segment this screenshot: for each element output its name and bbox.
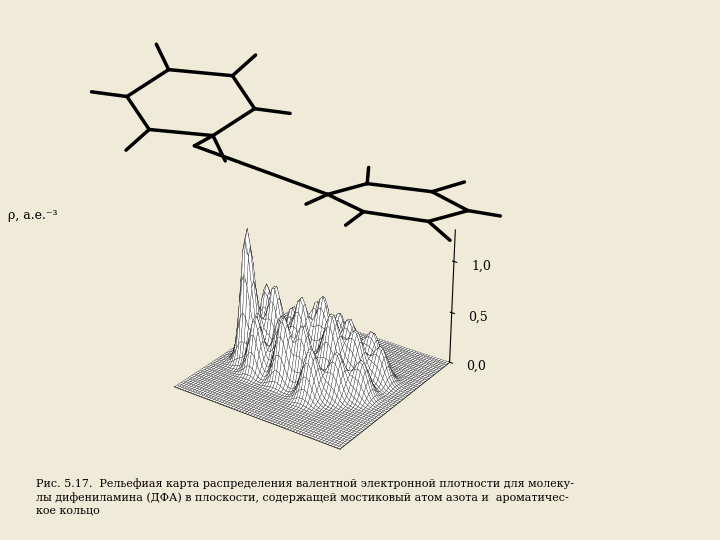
Text: ρ, a.e.⁻³: ρ, a.e.⁻³	[8, 210, 57, 222]
Text: Рис. 5.17.  Рельефиая карта распределения валентной электронной плотности для мо: Рис. 5.17. Рельефиая карта распределения…	[36, 478, 574, 515]
